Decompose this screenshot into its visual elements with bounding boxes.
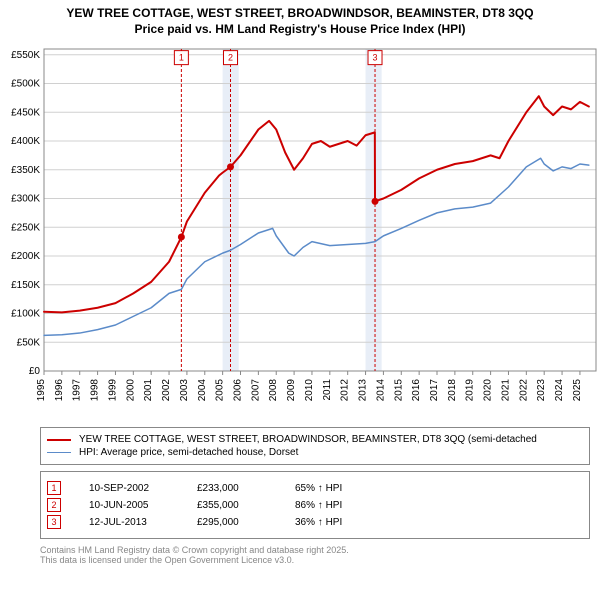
event-row-badge: 2: [47, 498, 61, 512]
event-badge-number: 2: [228, 53, 233, 63]
x-tick-label: 2006: [233, 379, 244, 402]
event-dot: [372, 198, 379, 205]
y-tick-label: £150K: [11, 280, 40, 291]
event-delta: 65% ↑ HPI: [295, 483, 342, 494]
y-tick-label: £200K: [11, 251, 40, 262]
event-row: 3 12-JUL-2013 £295,000 36% ↑ HPI: [47, 515, 583, 529]
y-tick-label: £450K: [11, 107, 40, 118]
x-tick-label: 2016: [411, 379, 422, 402]
x-tick-label: 2015: [393, 379, 404, 402]
legend-box: YEW TREE COTTAGE, WEST STREET, BROADWIND…: [40, 427, 590, 465]
x-tick-label: 2002: [161, 379, 172, 402]
legend-label: YEW TREE COTTAGE, WEST STREET, BROADWIND…: [79, 434, 537, 445]
x-tick-label: 2003: [179, 379, 190, 402]
x-tick-label: 2000: [125, 379, 136, 402]
event-delta: 86% ↑ HPI: [295, 500, 342, 511]
x-tick-label: 2008: [268, 379, 279, 402]
event-price: £355,000: [197, 500, 267, 511]
x-tick-label: 2009: [286, 379, 297, 402]
y-tick-label: £100K: [11, 309, 40, 320]
attribution-line-1: Contains HM Land Registry data © Crown c…: [40, 545, 590, 555]
y-tick-label: £400K: [11, 136, 40, 147]
event-price: £233,000: [197, 483, 267, 494]
x-tick-label: 2005: [215, 379, 226, 402]
x-tick-label: 1999: [107, 379, 118, 402]
x-tick-label: 2019: [465, 379, 476, 402]
event-delta: 36% ↑ HPI: [295, 517, 342, 528]
event-price: £295,000: [197, 517, 267, 528]
x-tick-label: 2010: [304, 379, 315, 402]
y-tick-label: £550K: [11, 50, 40, 61]
x-tick-label: 2014: [375, 379, 386, 402]
x-tick-label: 2021: [500, 379, 511, 402]
attribution-line-2: This data is licensed under the Open Gov…: [40, 555, 590, 565]
chart-container: YEW TREE COTTAGE, WEST STREET, BROADWIND…: [0, 0, 600, 565]
event-row-badge: 1: [47, 481, 61, 495]
title-line-1: YEW TREE COTTAGE, WEST STREET, BROADWIND…: [10, 6, 590, 22]
event-dot: [178, 234, 185, 241]
x-tick-label: 2020: [483, 379, 494, 402]
event-badge-number: 3: [373, 53, 378, 63]
events-table: 1 10-SEP-2002 £233,000 65% ↑ HPI 2 10-JUN-200…: [40, 471, 590, 539]
legend-row: YEW TREE COTTAGE, WEST STREET, BROADWIND…: [47, 434, 583, 445]
event-dot: [227, 164, 234, 171]
x-tick-label: 2013: [358, 379, 369, 402]
x-tick-label: 2025: [572, 379, 583, 402]
event-row: 2 10-JUN-2005 £355,000 86% ↑ HPI: [47, 498, 583, 512]
y-tick-label: £300K: [11, 194, 40, 205]
x-tick-label: 2001: [143, 379, 154, 402]
legend-row: HPI: Average price, semi-detached house,…: [47, 447, 583, 458]
event-date: 12-JUL-2013: [89, 517, 169, 528]
x-tick-label: 1995: [36, 379, 47, 402]
x-tick-label: 2018: [447, 379, 458, 402]
x-tick-label: 1996: [54, 379, 65, 402]
x-tick-label: 2023: [536, 379, 547, 402]
x-tick-label: 2004: [197, 379, 208, 402]
legend-label: HPI: Average price, semi-detached house,…: [79, 447, 298, 458]
y-tick-label: £350K: [11, 165, 40, 176]
y-tick-label: £500K: [11, 79, 40, 90]
event-badge-number: 1: [179, 53, 184, 63]
title-block: YEW TREE COTTAGE, WEST STREET, BROADWIND…: [0, 0, 600, 41]
chart-svg: £0 £50K £100K £150K £200K £250K £300K £350K £400…: [0, 41, 600, 421]
x-tick-label: 2024: [554, 379, 565, 402]
event-row-badge: 3: [47, 515, 61, 529]
title-line-2: Price paid vs. HM Land Registry's House …: [10, 22, 590, 38]
chart-area: £0 £50K £100K £150K £200K £250K £300K £350K £400…: [0, 41, 600, 421]
x-tick-label: 2017: [429, 379, 440, 402]
legend-swatch: [47, 439, 71, 441]
x-tick-label: 2022: [518, 379, 529, 402]
y-tick-label: £250K: [11, 222, 40, 233]
x-tick-label: 1998: [90, 379, 101, 402]
event-date: 10-SEP-2002: [89, 483, 169, 494]
x-tick-label: 2011: [322, 379, 333, 401]
event-date: 10-JUN-2005: [89, 500, 169, 511]
x-tick-label: 2007: [250, 379, 261, 402]
attribution: Contains HM Land Registry data © Crown c…: [40, 545, 590, 565]
x-tick-label: 2012: [340, 379, 351, 402]
y-tick-label: £50K: [17, 337, 41, 348]
x-tick-label: 1997: [72, 379, 83, 402]
legend-swatch: [47, 452, 71, 453]
event-row: 1 10-SEP-2002 £233,000 65% ↑ HPI: [47, 481, 583, 495]
y-tick-label: £0: [29, 366, 41, 377]
